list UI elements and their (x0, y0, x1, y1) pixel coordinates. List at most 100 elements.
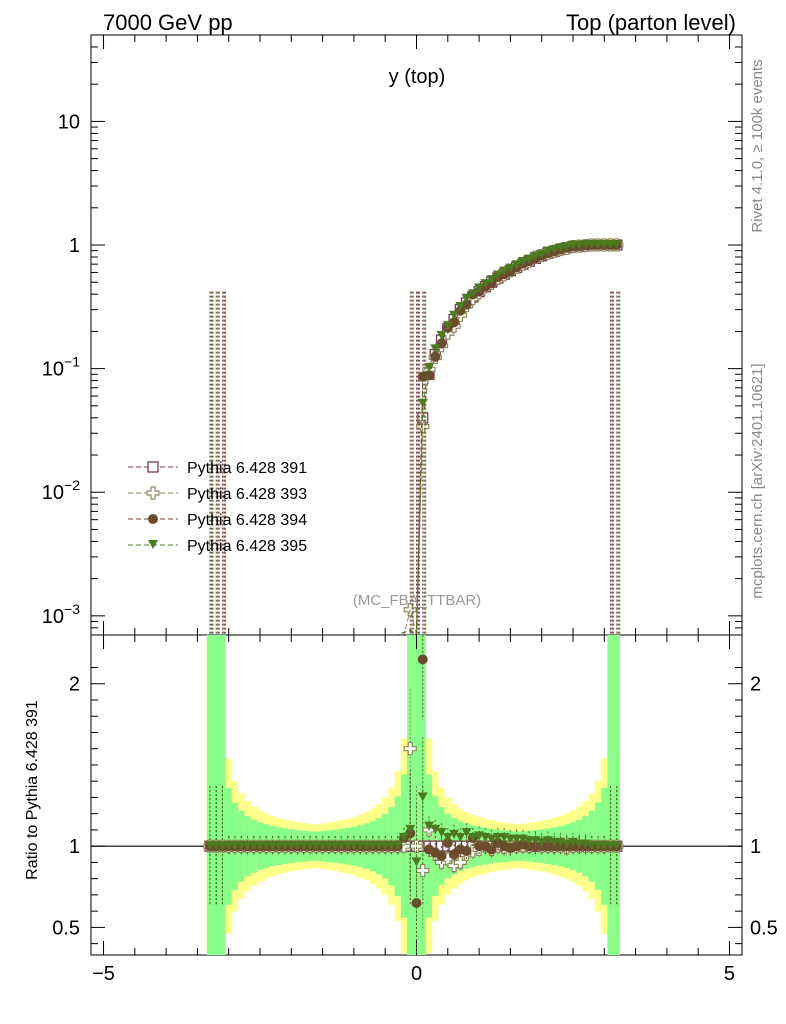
main-y-tick-label-base: 10 (42, 606, 64, 628)
x-tick-label: −5 (92, 963, 115, 985)
ratio-point (536, 837, 547, 847)
ratio-point (261, 841, 272, 851)
ratio-point (424, 821, 435, 831)
main-x-axis (103, 35, 730, 635)
ratio-point (449, 829, 460, 839)
analysis-watermark: (MC_FBA_TTBAR) (353, 592, 481, 609)
ratio-data (203, 635, 624, 955)
legend-label: Pythia 6.428 395 (187, 538, 307, 555)
ratio-point (305, 841, 316, 851)
ratio-point (298, 841, 309, 851)
legend-label: Pythia 6.428 393 (187, 486, 307, 503)
ratio-point (417, 792, 428, 802)
ratio-y-tick-label-right: 0.5 (750, 917, 778, 939)
main-point (586, 240, 597, 250)
ratio-point (599, 841, 610, 851)
ratio-y-tick-label: 2 (69, 674, 80, 696)
ratio-point (405, 824, 416, 834)
ratio-point (373, 841, 384, 851)
ratio-point (430, 824, 441, 834)
x-tick-label: 5 (724, 963, 735, 985)
ratio-point (361, 841, 372, 851)
ratio-point (442, 833, 453, 843)
ratio-y-tick-label: 1 (69, 836, 80, 858)
ratio-point (605, 841, 616, 851)
ratio-point (248, 841, 259, 851)
ratio-point (255, 841, 266, 851)
main-point (524, 254, 535, 264)
ratio-y-tick-label-right: 2 (750, 674, 761, 696)
ratio-point (436, 828, 447, 838)
ratio-point (242, 841, 253, 851)
main-y-tick-label: 10−3 (42, 601, 80, 628)
legend-marker (148, 514, 158, 524)
ratio-point (355, 841, 366, 851)
ratio-point (549, 837, 560, 847)
ratio-point (411, 857, 422, 867)
ratio-point (280, 841, 291, 851)
ratio-point (455, 833, 466, 843)
ratio-point (417, 654, 428, 665)
ratio-y-tick-label-right: 1 (750, 836, 761, 858)
ratio-point (323, 841, 334, 851)
ratio-point (317, 841, 328, 851)
ratio-point (409, 839, 424, 853)
ratio-point (461, 846, 472, 857)
ratio-point (392, 841, 403, 851)
ratio-point (217, 841, 228, 851)
main-y-tick-label-base: 1 (69, 235, 80, 257)
rivet-version-label: Rivet 4.1.0, ≥ 100k events (749, 59, 766, 232)
ratio-point (229, 841, 240, 851)
ratio-point (211, 841, 222, 851)
ratio-point (505, 834, 516, 844)
main-y-tick-label-base: 10 (42, 359, 64, 381)
ratio-point (461, 828, 472, 838)
main-y-tick-label: 10 (58, 111, 80, 133)
ratio-y-axis: 2 2 1 1 0.5 0.5 (52, 666, 778, 945)
main-data (209, 238, 624, 637)
main-y-tick-label-base: 10 (42, 482, 64, 504)
main-y-tick-label-base: 10 (58, 111, 80, 133)
ratio-point (492, 833, 503, 843)
ratio-point (436, 850, 447, 861)
header-right: Top (parton level) (566, 10, 736, 35)
ratio-point (486, 834, 497, 844)
ratio-y-label: Ratio to Pythia 6.428 391 (24, 700, 41, 880)
chart-title-text: y (top) (389, 66, 446, 88)
main-y-tick-label: 10−1 (42, 354, 80, 381)
ratio-point (286, 841, 297, 851)
legend-marker (147, 461, 159, 473)
main-point (436, 331, 447, 341)
main-point (561, 242, 572, 252)
ratio-panel: 2 2 1 1 0.5 0.5 −5 0 5 Ratio to Pythia 6.428 39… (24, 634, 778, 985)
ratio-point (574, 839, 585, 849)
ratio-point (442, 837, 453, 848)
ratio-y-tick-label: 0.5 (52, 917, 80, 939)
legend-marker (148, 540, 158, 549)
ratio-point (398, 833, 409, 843)
ratio-point (336, 841, 347, 851)
chart-title: y (top) (389, 66, 446, 88)
legend: Pythia 6.428 391 Pythia 6.428 393 Pythia 6… (128, 460, 307, 555)
legend-marker (146, 486, 160, 500)
ratio-point (330, 841, 341, 851)
main-y-tick-label: 1 (69, 235, 80, 257)
ratio-point (348, 841, 359, 851)
main-point (567, 240, 578, 250)
main-point (530, 251, 541, 261)
ratio-point (311, 841, 322, 851)
ratio-point (292, 841, 303, 851)
ratio-point (511, 834, 522, 844)
ratio-point (342, 841, 353, 851)
ratio-point (593, 841, 604, 851)
ratio-point (611, 841, 622, 851)
x-tick-label: 0 (411, 963, 422, 985)
main-point (424, 363, 435, 373)
header-left: 7000 GeV pp (103, 10, 233, 35)
main-y-tick-label-exponent: −1 (64, 354, 80, 370)
main-y-tick-label-exponent: −2 (64, 477, 80, 493)
main-y-tick-label-exponent: −3 (64, 601, 80, 617)
main-point (593, 240, 604, 250)
